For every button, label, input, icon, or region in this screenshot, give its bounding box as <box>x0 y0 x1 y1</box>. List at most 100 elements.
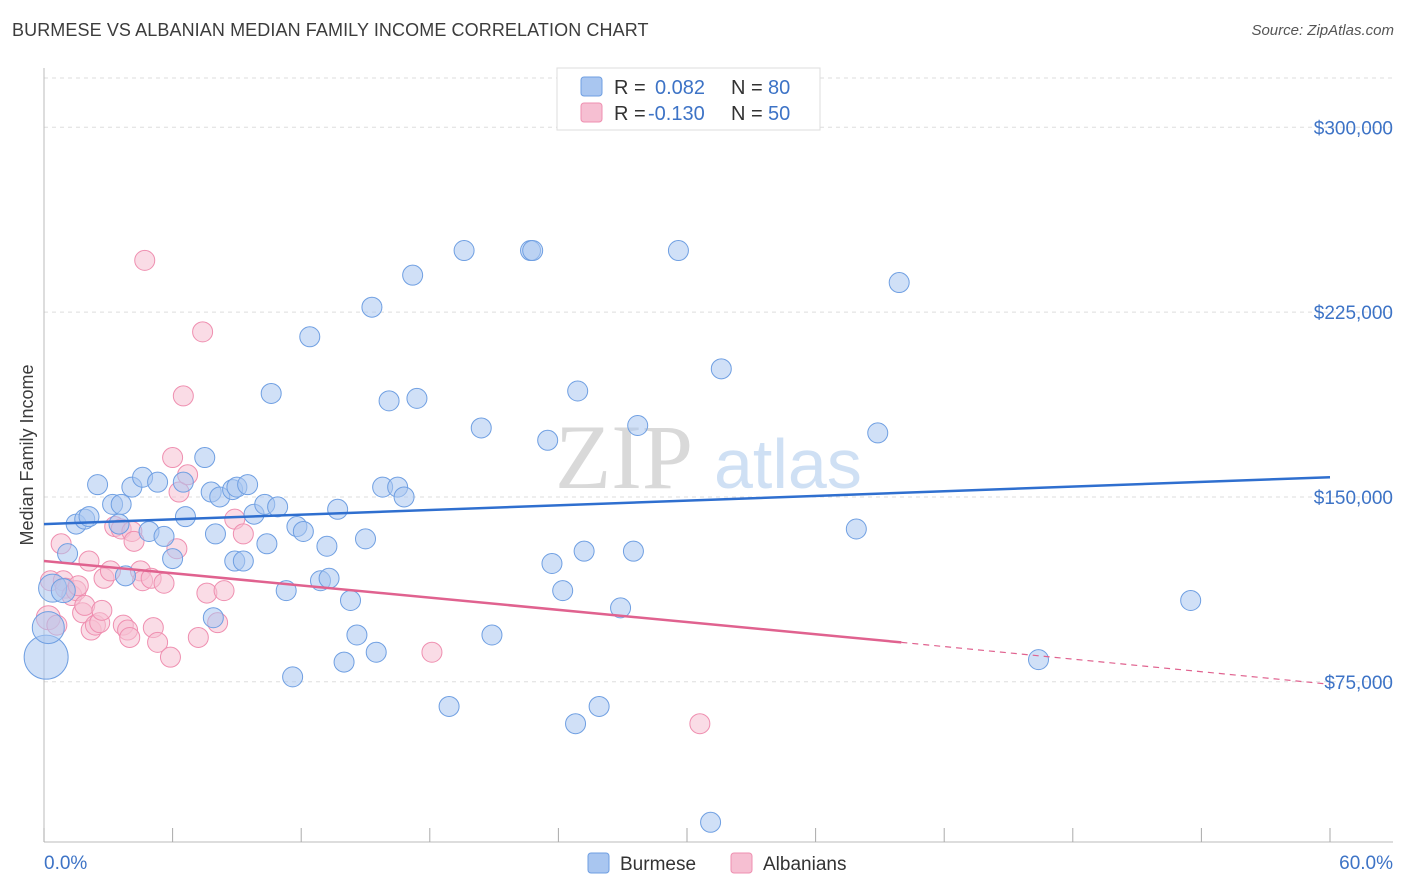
data-point <box>172 471 194 493</box>
data-point <box>667 240 689 262</box>
data-point <box>333 651 355 673</box>
data-point <box>153 525 175 547</box>
data-point <box>123 530 145 552</box>
data-point <box>172 385 194 407</box>
data-point <box>710 358 732 380</box>
data-point <box>888 272 910 294</box>
watermark-atlas: atlas <box>714 425 862 503</box>
data-point <box>346 624 368 646</box>
data-point <box>361 296 383 318</box>
data-point <box>845 518 867 540</box>
legend-item-albanians[interactable]: Albanians <box>730 852 846 875</box>
data-point <box>110 493 132 515</box>
data-point <box>622 540 644 562</box>
data-point <box>453 240 475 262</box>
trend-line-albanians <box>43 559 902 644</box>
chart-title: BURMESE VS ALBANIAN MEDIAN FAMILY INCOME… <box>12 20 649 40</box>
data-point <box>522 240 544 262</box>
data-point <box>402 264 424 286</box>
data-point <box>147 471 169 493</box>
burmese-points <box>23 240 1202 833</box>
y-tick-labels: $75,000 $150,000 $225,000 $300,000 <box>1314 118 1393 694</box>
data-point <box>108 513 130 535</box>
data-point <box>627 414 649 436</box>
data-point <box>134 249 156 271</box>
stats-n-value-albanians: 50 <box>768 103 790 125</box>
stats-r-label-albanians: R = <box>614 103 646 125</box>
data-point <box>187 626 209 648</box>
data-point <box>339 589 361 611</box>
data-point <box>232 523 254 545</box>
y-tick-label: $225,000 <box>1314 303 1393 324</box>
data-point <box>318 567 340 589</box>
data-point <box>378 390 400 412</box>
x-tick-label-max: 60.0% <box>1339 853 1393 874</box>
data-point <box>867 422 889 444</box>
data-point <box>162 548 184 570</box>
data-point <box>282 666 304 688</box>
data-point <box>438 695 460 717</box>
legend-label-burmese: Burmese <box>620 854 696 875</box>
legend-swatch-albanians <box>730 852 753 874</box>
stats-n-value-burmese: 80 <box>768 77 790 99</box>
data-point <box>162 447 184 469</box>
data-point <box>147 631 169 653</box>
data-point <box>470 417 492 439</box>
data-point <box>567 380 589 402</box>
data-point <box>552 580 574 602</box>
data-point <box>1180 589 1202 611</box>
series-legend[interactable]: Burmese Albanians <box>587 852 846 875</box>
data-point <box>689 713 711 735</box>
data-point <box>159 646 181 668</box>
trend-lines <box>43 476 1331 685</box>
data-point <box>31 611 65 645</box>
stats-legend-swatch-burmese <box>580 76 603 97</box>
source-label: Source: ZipAtlas.com <box>1251 22 1394 39</box>
data-point <box>119 626 141 648</box>
data-point <box>292 520 314 542</box>
data-point <box>232 550 254 572</box>
data-point <box>204 523 226 545</box>
data-point <box>700 811 722 833</box>
stats-legend: R = 0.082 N = 80 R = -0.130 N = 50 <box>556 67 821 131</box>
data-point <box>365 641 387 663</box>
data-point <box>299 326 321 348</box>
watermark: ZIP atlas <box>555 406 862 508</box>
data-point <box>260 382 282 404</box>
data-point <box>610 597 632 619</box>
x-tick-label-min: 0.0% <box>44 853 87 874</box>
legend-label-albanians: Albanians <box>763 854 846 875</box>
stats-r-value-burmese: 0.082 <box>655 77 705 99</box>
data-point <box>565 713 587 735</box>
data-point <box>87 474 109 496</box>
data-point <box>537 429 559 451</box>
y-tick-label: $75,000 <box>1324 673 1393 694</box>
y-axis-title: Median Family Income <box>17 364 37 545</box>
y-tick-label: $300,000 <box>1314 118 1393 139</box>
axes <box>43 68 1393 843</box>
y-tick-label: $150,000 <box>1314 488 1393 509</box>
data-point <box>78 550 100 572</box>
data-point <box>50 578 76 604</box>
data-point <box>481 624 503 646</box>
data-point <box>192 321 214 343</box>
data-point <box>588 695 610 717</box>
data-point <box>237 474 259 496</box>
data-point <box>91 599 113 621</box>
data-point <box>194 447 216 469</box>
stats-r-label-burmese: R = <box>614 77 646 99</box>
data-point <box>114 565 136 587</box>
data-point <box>406 387 428 409</box>
data-point <box>355 528 376 550</box>
legend-swatch-burmese <box>587 852 610 874</box>
watermark-zip: ZIP <box>555 406 693 508</box>
data-point <box>1028 649 1050 671</box>
data-point <box>421 641 443 663</box>
data-point <box>57 543 79 565</box>
legend-item-burmese[interactable]: Burmese <box>587 852 696 875</box>
data-point <box>541 553 563 575</box>
stats-n-label-burmese: N = <box>731 77 763 99</box>
data-point <box>256 533 278 555</box>
stats-legend-swatch-albanians <box>580 102 603 123</box>
